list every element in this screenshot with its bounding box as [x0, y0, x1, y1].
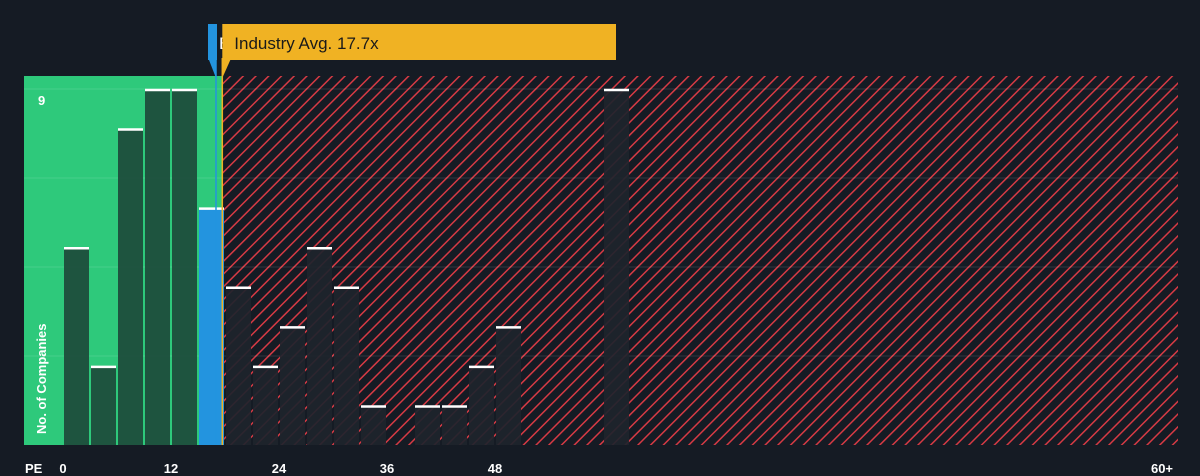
- industry-callout: [222, 24, 617, 60]
- histogram-bar: [496, 326, 521, 445]
- histogram-bar: [145, 89, 170, 445]
- histogram-bar: [253, 365, 278, 445]
- histogram-bar: [334, 286, 359, 445]
- histogram-bar: [172, 89, 197, 445]
- histogram-bar: [604, 89, 629, 445]
- histogram-bar: [64, 247, 89, 445]
- histogram-bar: [199, 207, 224, 445]
- above-average-region: [222, 76, 1179, 445]
- industry-callout-pointer: [222, 60, 231, 78]
- histogram-bar: [280, 326, 305, 445]
- histogram-bar: [469, 365, 494, 445]
- company-callout: [208, 24, 217, 60]
- x-axis-label: PE: [25, 461, 43, 476]
- histogram-bar: [91, 365, 116, 445]
- company-callout-pointer: [209, 60, 216, 78]
- histogram-bar: [361, 405, 386, 445]
- industry-callout-label: Industry Avg. 17.7x: [234, 34, 379, 53]
- x-tick-label: 48: [488, 461, 502, 476]
- histogram-bar: [118, 128, 143, 446]
- x-tick-label: 0: [59, 461, 66, 476]
- histogram-bar: [442, 405, 467, 445]
- x-tick-label: 12: [164, 461, 178, 476]
- x-tick-label: 60+: [1151, 461, 1173, 476]
- histogram-bar: [415, 405, 440, 445]
- y-axis-label: No. of Companies: [34, 323, 49, 434]
- x-tick-label: 36: [380, 461, 394, 476]
- y-tick-label: 9: [38, 93, 45, 108]
- histogram-bar: [307, 247, 332, 445]
- histogram-bar: [226, 286, 251, 445]
- x-tick-label: 24: [272, 461, 287, 476]
